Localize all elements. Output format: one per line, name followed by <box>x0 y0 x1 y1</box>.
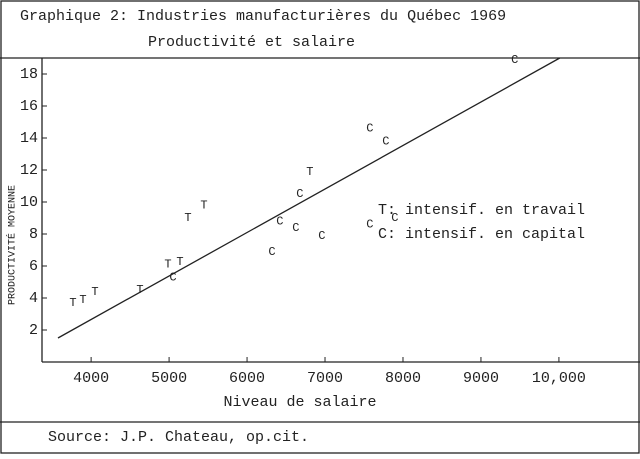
y-tick-label: 6 <box>29 258 38 275</box>
point-marker: C <box>382 134 389 148</box>
x-tick-label: 5000 <box>151 370 187 387</box>
point-marker: C <box>296 187 303 201</box>
chart-subtitle: Productivité et salaire <box>148 34 355 51</box>
y-tick-label: 14 <box>20 130 38 147</box>
point-marker: T <box>306 165 313 179</box>
point-marker: T <box>200 198 207 212</box>
y-axis-label: PRODUCTIVITÉ MOYENNE <box>5 185 19 305</box>
x-axis-label: Niveau de salaire <box>223 394 376 411</box>
point-marker: C <box>511 53 518 67</box>
point-marker: C <box>169 270 176 284</box>
y-tick-label: 12 <box>20 162 38 179</box>
x-tick-label: 8000 <box>385 370 421 387</box>
point-marker: C <box>268 245 275 259</box>
source-note: Source: J.P. Chateau, op.cit. <box>48 429 309 446</box>
point-marker: C <box>318 229 325 243</box>
y-tick-label: 10 <box>20 194 38 211</box>
x-tick-label: 9000 <box>463 370 499 387</box>
point-marker: C <box>366 218 373 232</box>
point-marker: C <box>391 211 398 225</box>
legend-entry: T: intensif. en travail <box>378 202 585 219</box>
point-marker: T <box>176 255 183 269</box>
point-marker: T <box>184 211 191 225</box>
y-tick-label: 2 <box>29 322 38 339</box>
x-tick-label: 6000 <box>229 370 265 387</box>
y-tick-label: 8 <box>29 226 38 243</box>
point-marker: T <box>164 258 171 272</box>
legend-entry: C: intensif. en capital <box>378 226 585 243</box>
point-marker: C <box>292 221 299 235</box>
point-marker: T <box>79 293 86 307</box>
y-tick-label: 18 <box>20 66 38 83</box>
x-tick-label: 7000 <box>307 370 343 387</box>
y-tick-label: 16 <box>20 98 38 115</box>
point-marker: T <box>69 296 76 310</box>
x-tick-label: 10,000 <box>532 370 586 387</box>
point-marker: T <box>136 283 143 297</box>
trend-line <box>57 57 561 339</box>
point-marker: C <box>366 122 373 136</box>
x-tick-label: 4000 <box>73 370 109 387</box>
point-marker: T <box>91 285 98 299</box>
point-marker: C <box>276 214 283 228</box>
chart-title: Graphique 2: Industries manufacturières … <box>20 8 506 25</box>
y-tick-label: 4 <box>29 290 38 307</box>
